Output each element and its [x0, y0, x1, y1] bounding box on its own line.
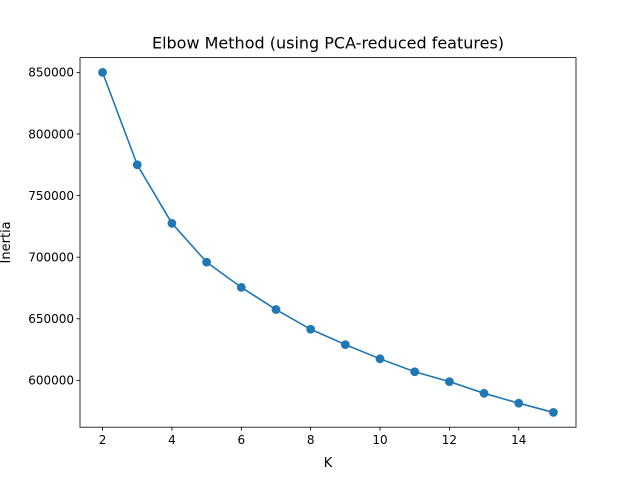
x-tick-label: 2 [99, 433, 107, 447]
y-tick-label: 750000 [28, 189, 74, 203]
data-point [340, 340, 350, 350]
y-tick-label: 600000 [28, 374, 74, 388]
x-axis-ticks: 2 4 6 8 10 12 14 [99, 427, 526, 447]
data-point [306, 324, 316, 334]
x-tick-label: 12 [442, 433, 457, 447]
series-line [101, 72, 554, 414]
data-point [271, 305, 281, 314]
y-tick-label: 650000 [28, 312, 74, 326]
data-point [549, 408, 558, 417]
y-axis-ticks: 600000 650000 700000 750000 800000 850000 [28, 66, 80, 388]
data-point [236, 282, 246, 292]
data-point [479, 388, 489, 398]
data-point [375, 354, 385, 364]
y-tick-label: 700000 [28, 250, 74, 264]
x-tick-label: 6 [237, 433, 245, 447]
x-tick-label: 8 [307, 433, 315, 447]
data-point [410, 367, 420, 377]
chart-title: Elbow Method (using PCA-reduced features… [152, 34, 504, 53]
data-point [98, 67, 107, 77]
data-point [202, 257, 212, 267]
y-tick-label: 850000 [28, 66, 74, 80]
data-point [444, 377, 454, 387]
y-axis-label: Inertia [0, 221, 14, 263]
data-point [132, 160, 142, 170]
data-point [514, 398, 524, 408]
x-tick-label: 14 [511, 433, 526, 447]
plot-area [98, 67, 558, 417]
axes-frame [79, 57, 577, 428]
y-tick-label: 800000 [28, 127, 74, 141]
data-point [167, 218, 177, 228]
x-tick-label: 4 [168, 433, 176, 447]
x-tick-label: 10 [372, 433, 387, 447]
x-axis-label: K [324, 456, 333, 471]
